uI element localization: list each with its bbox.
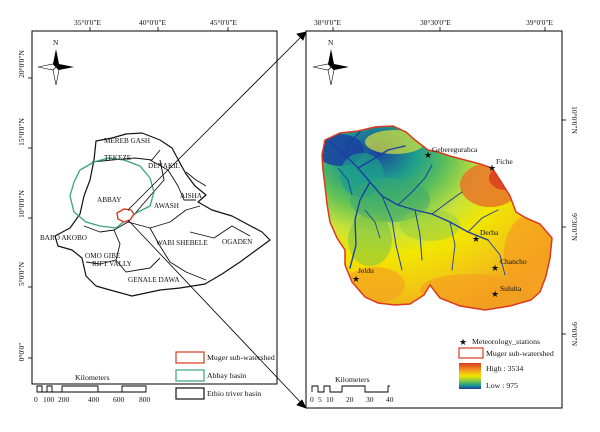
- detail-lon-ticks: 38°0'0"E 38°30'0"E 39°0'0"E: [314, 18, 553, 31]
- basin-labels: MEREB GASH TEKEZE DENAKIL ABBAY AISHA AW…: [40, 137, 253, 284]
- svg-text:★: ★: [488, 163, 496, 173]
- overview-scale-bar: Kilometers 0 100 200 400 600 800: [34, 373, 151, 404]
- lon-tick-label: 39°0'0"E: [526, 18, 553, 27]
- station-marker: ★ Fiche: [488, 157, 513, 173]
- lon-tick-label: 35°0'0"E: [74, 18, 101, 27]
- station-label: Fiche: [496, 157, 513, 166]
- scale-tick: 40: [386, 395, 394, 404]
- lat-tick-label: 9°30'0"N: [570, 213, 579, 241]
- basin-label: MEREB GASH: [104, 137, 150, 145]
- basin-label: AWASH: [154, 202, 179, 210]
- detail-legend: ★ Meteorology_stations Muger sub-watersh…: [458, 337, 554, 390]
- scale-tick: 0: [310, 395, 314, 404]
- basin-label: RIFT VALLY: [92, 260, 133, 268]
- lat-tick-label: 10°0'0"N: [17, 190, 26, 218]
- lat-tick-label: 10°0'0"N: [570, 106, 579, 134]
- muger-watershed-boundary: [321, 125, 553, 311]
- station-label: Derba: [480, 228, 499, 237]
- scale-tick: 30: [366, 395, 374, 404]
- station-marker: ★ Jeldu: [352, 266, 374, 284]
- scale-title: Kilometers: [75, 373, 110, 382]
- basin-label: BARO AKOBO: [40, 234, 87, 242]
- station-label: Sululta: [500, 284, 522, 293]
- svg-text:★: ★: [491, 263, 499, 273]
- legend-label: High : 3534: [486, 364, 523, 373]
- legend-label: Abbay basin: [207, 371, 246, 380]
- svg-text:★: ★: [491, 289, 499, 299]
- svg-text:★: ★: [424, 150, 432, 160]
- abbay-basin-outline: [69, 157, 155, 229]
- muger-subwatershed-marker: [116, 208, 135, 223]
- scale-tick: 400: [88, 395, 100, 404]
- scale-tick: 200: [58, 395, 70, 404]
- ethiopia-basins: [54, 132, 271, 297]
- legend-label: Low : 975: [486, 381, 518, 390]
- river-network: [329, 131, 506, 276]
- meteorology-stations: ★ Geberegurahca ★ Fiche ★ Derba ★ Chanch…: [352, 145, 527, 299]
- basin-label: OMO GIBE: [85, 252, 121, 260]
- north-label: N: [53, 38, 59, 47]
- basin-label: GENALE DAWA: [128, 276, 180, 284]
- legend-label: Ethio triver basin: [207, 389, 261, 398]
- north-arrow-icon: N: [312, 38, 349, 86]
- station-marker: ★ Derba: [472, 228, 499, 244]
- station-label: Jeldu: [358, 266, 374, 275]
- basin-label: AISHA: [180, 192, 203, 200]
- north-arrow-icon: N: [37, 38, 74, 86]
- legend-label: Muger sub-watershed: [207, 353, 275, 362]
- basin-label: TEKEZE: [104, 154, 132, 162]
- station-marker: ★ Sululta: [491, 284, 522, 299]
- lon-tick-label: 40°0'0"E: [139, 18, 166, 27]
- station-label: Chancho: [500, 257, 527, 266]
- overview-map: 35°0'0"E 40°0'0"E 45°0'0"E 20°0'0"N 15°0…: [17, 18, 278, 404]
- overview-legend: Muger sub-watershed Abbay basin Ethio tr…: [175, 351, 275, 400]
- overview-lon-ticks: 35°0'0"E 40°0'0"E 45°0'0"E: [74, 18, 237, 31]
- elevation-color-ramp: [459, 363, 481, 389]
- station-marker: ★ Geberegurahca: [424, 145, 478, 160]
- station-marker: ★ Chancho: [491, 257, 527, 273]
- basin-label: WABI SHEBELE: [156, 239, 208, 247]
- basin-label: OGADEN: [222, 238, 253, 246]
- basin-label: DENAKIL: [148, 162, 180, 170]
- legend-label: Muger sub-watershed: [486, 349, 554, 358]
- lon-tick-label: 45°0'0"E: [210, 18, 237, 27]
- scale-tick: 800: [139, 395, 151, 404]
- scale-tick: 10: [326, 395, 334, 404]
- inset-connectors: [127, 31, 307, 409]
- detail-map: 38°0'0"E 38°30'0"E 39°0'0"E 10°0'0"N 9°3…: [305, 18, 579, 409]
- basin-label: ABBAY: [97, 196, 122, 204]
- station-legend-icon: ★: [459, 337, 467, 347]
- scale-title: Kilometers: [335, 375, 370, 384]
- scale-tick: 100: [43, 395, 55, 404]
- lon-tick-label: 38°30'0"E: [420, 18, 451, 27]
- scale-tick: 0: [34, 395, 38, 404]
- lat-tick-label: 9°0'0"N: [570, 322, 579, 347]
- svg-text:★: ★: [472, 234, 480, 244]
- north-label: N: [328, 38, 334, 47]
- lat-tick-label: 0°0'0": [17, 343, 26, 362]
- lat-tick-label: 20°0'0"N: [17, 50, 26, 78]
- lat-tick-label: 15°0'0"N: [17, 118, 26, 146]
- scale-tick: 20: [346, 395, 354, 404]
- scale-tick: 5: [318, 395, 322, 404]
- overview-lat-ticks: 20°0'0"N 15°0'0"N 10°0'0"N 5°0'0"N 0°0'0…: [17, 50, 32, 362]
- detail-scale-bar: Kilometers 0 5 10 20 30 40: [310, 375, 394, 404]
- svg-text:★: ★: [352, 274, 360, 284]
- lon-tick-label: 38°0'0"E: [314, 18, 341, 27]
- detail-lat-ticks: 10°0'0"N 9°30'0"N 9°0'0"N: [562, 106, 579, 347]
- legend-label: Meteorology_stations: [472, 337, 540, 346]
- scale-tick: 600: [113, 395, 125, 404]
- lat-tick-label: 5°0'0"N: [17, 261, 26, 286]
- station-label: Geberegurahca: [432, 145, 478, 154]
